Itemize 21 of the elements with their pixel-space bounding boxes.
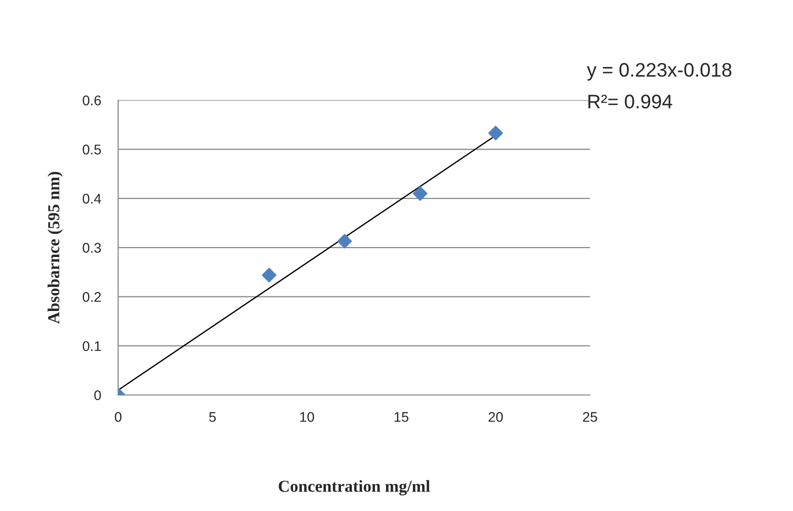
point <box>488 126 503 140</box>
x-tick-label: 15 <box>394 412 408 422</box>
text: y = 0.223x-0.018 <box>586 62 732 81</box>
y-tick-label: 0.1 <box>82 341 101 352</box>
point <box>262 268 276 282</box>
y-tick-label: 0.3 <box>82 242 101 253</box>
x-tick-label: 10 <box>300 412 314 422</box>
x-tick-label: 20 <box>488 412 503 422</box>
y-tick-label: 0.4 <box>82 194 102 204</box>
x-tick-label: 0 <box>114 412 122 422</box>
y-tick-label: 0 <box>94 390 101 400</box>
point <box>412 186 428 201</box>
y-tick-label: 0.5 <box>82 144 101 154</box>
y-tick-label: 0.2 <box>82 292 101 302</box>
y-axis-title: Absobarnce (595 nm) <box>48 172 63 324</box>
x-tick-label: 25 <box>582 412 598 422</box>
annotation: R²= 0.994 <box>588 94 672 108</box>
x-axis-title: Concentration mg/ml <box>278 480 430 496</box>
y-tick-label: 0.6 <box>82 95 101 106</box>
point <box>337 234 352 248</box>
x-tick-label: 5 <box>209 412 216 422</box>
